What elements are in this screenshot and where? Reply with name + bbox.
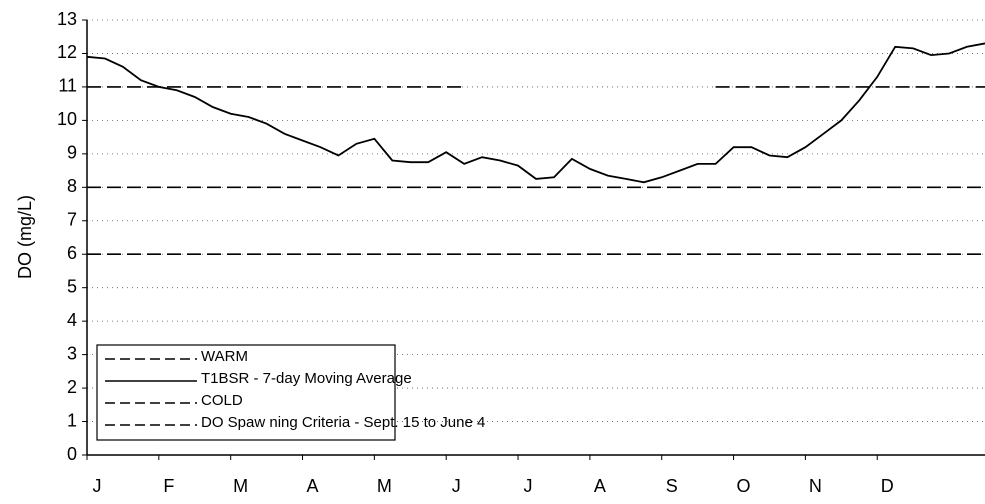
- legend-label: COLD: [201, 392, 243, 409]
- x-tick-label: J: [452, 476, 461, 496]
- x-tick-label: M: [377, 476, 392, 496]
- legend: WARM T1BSR - 7-day Moving Average COLD DO S…: [96, 344, 485, 441]
- y-tick-label: 5: [67, 276, 77, 296]
- legend-box: [96, 344, 396, 441]
- x-tick-label: S: [666, 476, 678, 496]
- y-tick-label: 8: [67, 176, 77, 196]
- x-tick-label: A: [307, 476, 319, 496]
- y-axis-label: DO (mg/L): [15, 195, 35, 279]
- x-tick-label: F: [163, 476, 174, 496]
- series-line: [86, 42, 985, 184]
- y-tick-label: 13: [57, 9, 77, 29]
- y-tick-label: 1: [67, 410, 77, 430]
- legend-label: DO Spaw ning Criteria - Sept. 15 to June…: [201, 414, 485, 431]
- y-tick-label: 4: [67, 310, 77, 330]
- y-tick-label: 12: [57, 42, 77, 62]
- x-tick-label: M: [233, 476, 248, 496]
- y-tick-label: 6: [67, 243, 77, 263]
- y-tick-label: 9: [67, 143, 77, 163]
- x-tick-label: D: [881, 476, 894, 496]
- x-tick-label: O: [737, 476, 751, 496]
- y-tick-label: 3: [67, 343, 77, 363]
- legend-label: WARM: [201, 348, 248, 365]
- x-tick-label: J: [93, 476, 102, 496]
- y-tick-label: 10: [57, 109, 77, 129]
- y-tick-label: 11: [58, 76, 77, 96]
- x-tick-label: N: [809, 476, 822, 496]
- x-tick-label: J: [524, 476, 533, 496]
- y-tick-label: 2: [67, 377, 77, 397]
- y-tick-label: 7: [67, 210, 77, 230]
- legend-label: T1BSR - 7-day Moving Average: [201, 370, 412, 387]
- x-tick-label: A: [594, 476, 606, 496]
- y-tick-label: 0: [67, 444, 77, 464]
